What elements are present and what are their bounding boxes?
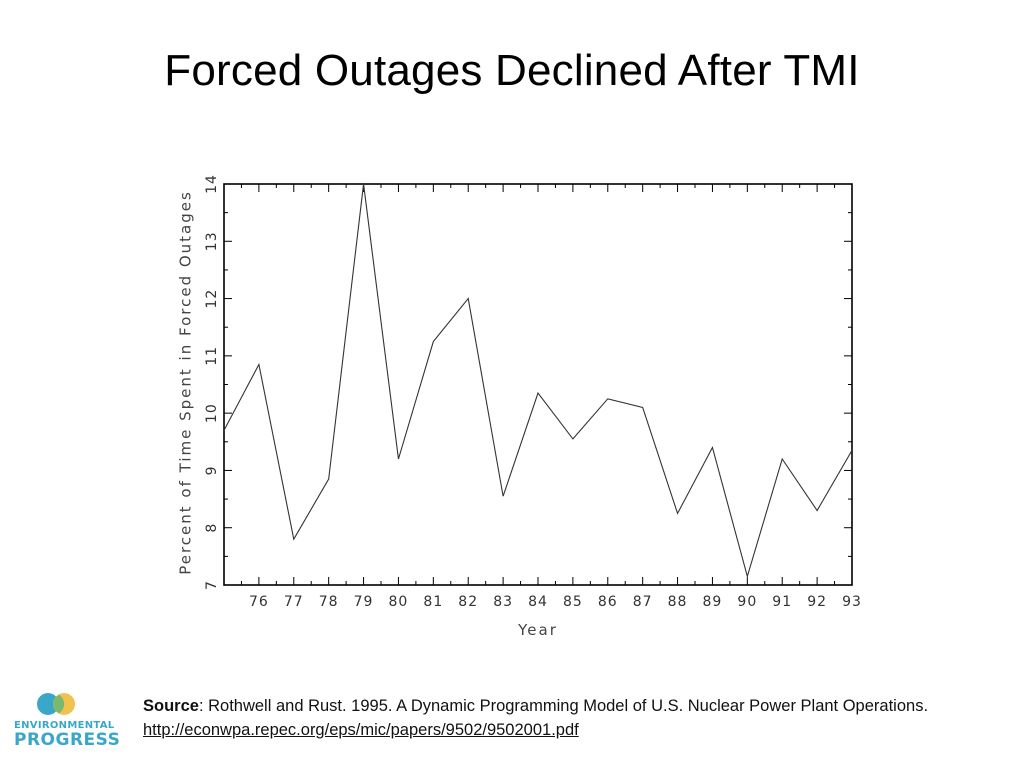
y-axis-label: Percent of Time Spent in Forced Outages bbox=[177, 190, 195, 575]
y-tick-label: 12 bbox=[204, 289, 220, 309]
x-tick-label: 79 bbox=[354, 594, 374, 610]
x-tick-label: 92 bbox=[807, 594, 827, 610]
y-tick-label: 9 bbox=[204, 465, 220, 475]
series-line bbox=[223, 183, 853, 579]
x-tick-label: 83 bbox=[493, 594, 513, 610]
logo-line2: PROGRESS bbox=[14, 730, 121, 750]
x-tick-label: 81 bbox=[423, 594, 443, 610]
y-tick-label: 11 bbox=[204, 346, 220, 366]
x-tick-label: 76 bbox=[249, 594, 269, 610]
y-tick-label: 13 bbox=[204, 231, 220, 251]
slide-title: Forced Outages Declined After TMI bbox=[164, 46, 860, 95]
x-tick-label: 89 bbox=[703, 594, 723, 610]
environmental-progress-logo: ENVIRONMENTAL PROGRESS bbox=[14, 692, 121, 752]
source-link[interactable]: http://econwpa.repec.org/eps/mic/papers/… bbox=[143, 721, 579, 739]
logo-line1: ENVIRONMENTAL bbox=[14, 720, 115, 731]
x-tick-label: 93 bbox=[842, 594, 862, 610]
ep-logo-icon bbox=[37, 693, 75, 715]
x-tick-label: 88 bbox=[668, 594, 688, 610]
source-text: : Rothwell and Rust. 1995. A Dynamic Pro… bbox=[198, 697, 929, 715]
source-label: Source bbox=[143, 697, 199, 715]
y-tick-label: 10 bbox=[204, 403, 220, 423]
x-tick-label: 78 bbox=[319, 594, 339, 610]
x-tick-label: 87 bbox=[633, 594, 653, 610]
y-tick-label: 8 bbox=[204, 523, 220, 533]
x-tick-label: 85 bbox=[563, 594, 583, 610]
x-tick-label: 90 bbox=[737, 594, 757, 610]
x-tick-label: 77 bbox=[284, 594, 304, 610]
x-tick-label: 91 bbox=[772, 594, 792, 610]
x-tick-label: 82 bbox=[458, 594, 478, 610]
plot-frame bbox=[223, 183, 853, 586]
x-tick-label: 86 bbox=[598, 594, 618, 610]
x-tick-label: 80 bbox=[389, 594, 409, 610]
x-tick-label: 84 bbox=[528, 594, 548, 610]
source-citation: Source: Rothwell and Rust. 1995. A Dynam… bbox=[143, 694, 1013, 742]
y-tick-label: 7 bbox=[204, 580, 220, 590]
y-tick-label: 14 bbox=[204, 174, 220, 194]
x-axis-label: Year bbox=[517, 621, 558, 639]
